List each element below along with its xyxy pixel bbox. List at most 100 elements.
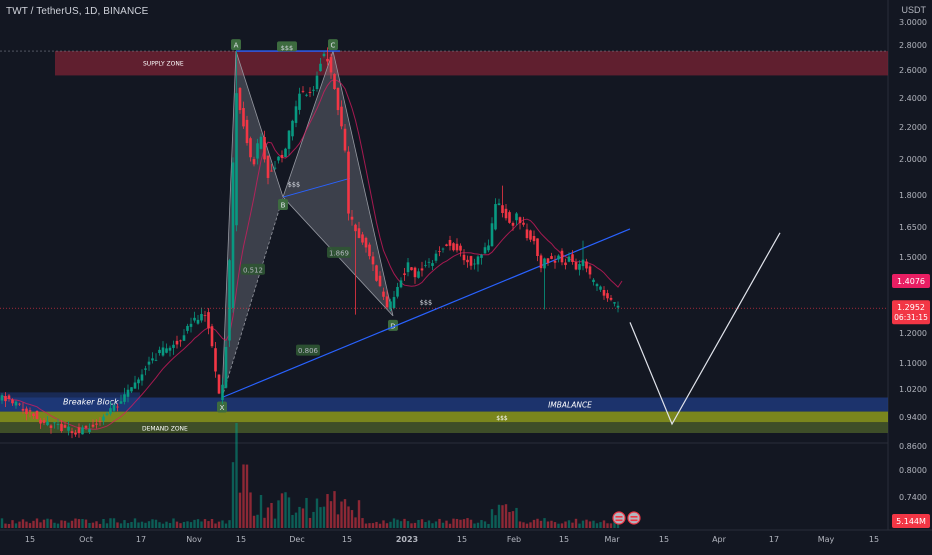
candle-body [147,361,151,365]
candle-body [294,106,298,123]
candle-body [494,204,497,230]
candle-body [448,240,452,246]
time-tick-label: Apr [712,535,727,544]
volume-bar [158,522,161,528]
candle-body [60,423,63,432]
liquidity-label: $$$ [288,180,300,188]
candle-body [340,106,343,127]
candle-body [172,344,175,348]
volume-bar [518,521,522,528]
volume-bar [417,519,420,528]
candle-body [455,243,459,251]
volume-bar [588,521,592,528]
volume-bar [497,504,501,528]
price-tick-label: 1.2000 [899,329,927,338]
volume-bar [4,523,7,528]
pattern-point-x-box [217,401,227,413]
candle-body [557,255,560,260]
candle-body [217,374,221,394]
candle-body [298,93,301,110]
volume-bar [102,518,105,528]
candle-body [357,228,361,238]
volume-bar [196,519,200,528]
candle-body [74,432,77,435]
candle-body [301,90,305,92]
volume-bar [60,520,63,528]
volume-bar [333,491,336,528]
volume-bar [168,523,172,528]
volume-bar [340,501,343,528]
volume-bar [217,521,221,528]
volume-bar [546,521,550,528]
currency-label: USDT [901,5,927,15]
volume-bar [413,522,417,528]
candle-body [385,296,389,308]
pattern-point-a-box [231,39,241,51]
volume-bar [469,519,473,528]
candle-body [119,401,123,404]
candle-body [434,253,438,261]
volume-bar [315,498,319,528]
candle-body [529,230,532,240]
price-tick-label: 2.0000 [899,155,927,164]
candle-body [396,286,399,297]
volume-bar [585,519,588,528]
candle-body [522,222,525,225]
candle-body [249,138,252,158]
price-tick-label: 1.8000 [899,191,927,200]
volume-bar [368,523,371,528]
time-tick-label: 15 [342,535,352,544]
candle-body [361,234,364,243]
candle-body [574,262,578,270]
candle-body [63,425,67,428]
time-tick-label: 17 [136,535,146,544]
volume-bar [77,519,81,528]
candle-body [399,280,403,288]
candle-body [403,273,406,275]
event-marker-icon[interactable] [612,511,626,525]
volume-bar [613,521,616,528]
candle-body [242,108,245,127]
volume-bar [361,518,364,528]
volume-bar [11,520,14,528]
volume-bar [252,515,256,528]
candle-body [263,137,266,160]
demand-zone-label: DEMAND ZONE [142,426,188,433]
volume-bar [214,523,217,528]
candle-body [354,224,357,232]
volume-bar [287,497,291,528]
candle-body [112,404,116,411]
volume-bar [420,519,424,528]
time-axis[interactable]: 15 Oct 17 Nov 15 Dec 15 2023 15 Feb 15 Mar 15 Apr 17 Ma… [25,535,879,544]
candle-body [53,422,56,424]
volume-bar [284,492,287,528]
volume-bar [179,523,182,528]
candle-body [382,291,385,297]
volume-bar [431,523,434,528]
volume-bar [105,523,109,528]
liquidity-label-box [277,41,297,52]
price-tick-label: 1.1000 [899,359,927,368]
candle-body [322,53,326,57]
candle-body [501,205,504,213]
candle-body [518,217,522,224]
volume-bar [462,519,466,528]
symbol-title[interactable]: TWT / TetherUS, 1D, BINANCE [6,6,149,17]
moving-average-layer [1,78,623,430]
candle-body [109,408,112,414]
candle-body [259,136,263,149]
volume-bar [483,521,487,528]
volume-bar [35,518,39,528]
price-tick-label: 0.9400 [899,413,927,422]
liquidity-zone [0,411,888,423]
candle-body [56,423,60,425]
price-tick-label: 0.7400 [899,493,927,502]
volume-bar [364,523,368,528]
candle-body [245,119,249,144]
volume-bar [266,507,270,528]
volume-bar [511,511,515,528]
pattern-ratio-box [327,246,351,258]
event-marker-icon[interactable] [627,511,641,525]
candle-body [315,75,319,90]
